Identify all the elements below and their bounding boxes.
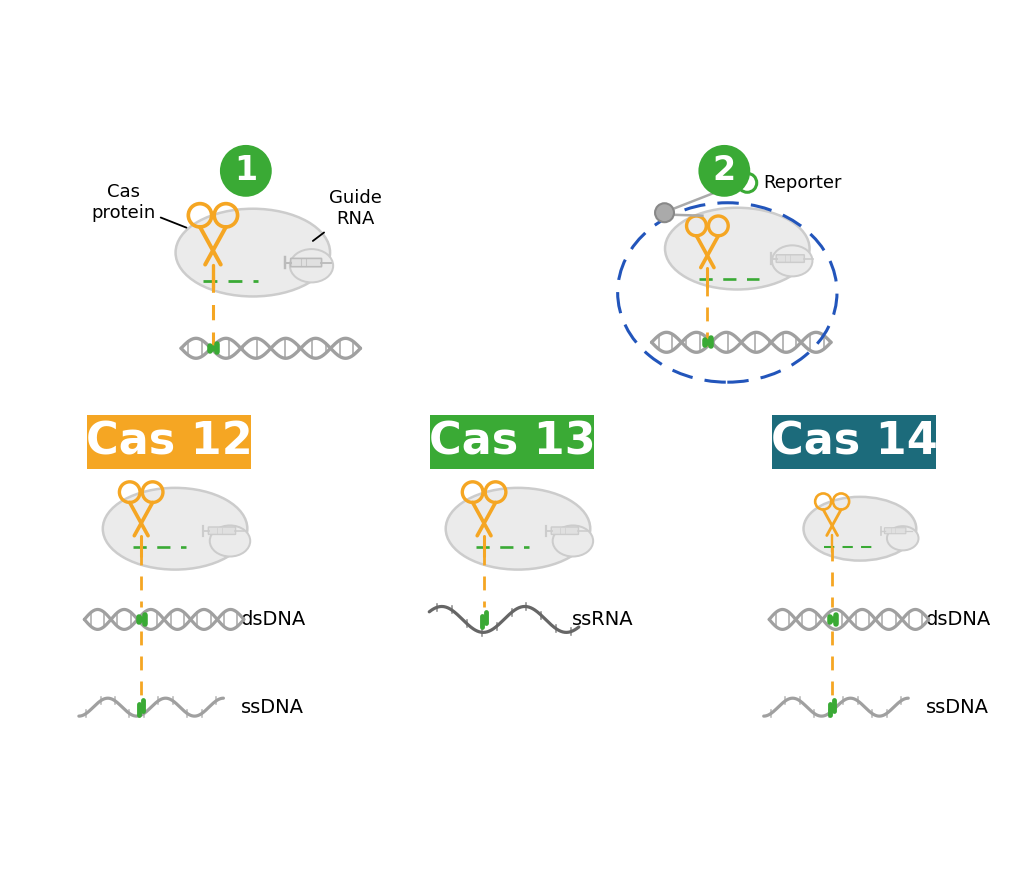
FancyBboxPatch shape <box>430 414 594 469</box>
Ellipse shape <box>772 246 812 276</box>
FancyBboxPatch shape <box>551 527 579 534</box>
Text: Reporter: Reporter <box>763 174 842 192</box>
FancyBboxPatch shape <box>772 414 936 469</box>
Text: 1: 1 <box>234 154 257 187</box>
Circle shape <box>220 145 271 197</box>
Ellipse shape <box>553 525 593 556</box>
Circle shape <box>698 145 751 197</box>
Text: Cas 12: Cas 12 <box>86 421 253 464</box>
FancyBboxPatch shape <box>776 255 804 262</box>
Text: Guide
RNA: Guide RNA <box>313 189 382 241</box>
Text: Cas 13: Cas 13 <box>429 421 595 464</box>
Text: 2: 2 <box>713 154 736 187</box>
FancyBboxPatch shape <box>87 414 251 469</box>
Circle shape <box>737 173 757 193</box>
Text: dsDNA: dsDNA <box>241 610 306 629</box>
FancyBboxPatch shape <box>291 259 322 267</box>
Ellipse shape <box>175 209 330 297</box>
Circle shape <box>655 203 674 222</box>
Ellipse shape <box>102 488 248 569</box>
Text: ssDNA: ssDNA <box>926 698 989 716</box>
Text: Cas 14: Cas 14 <box>770 421 937 464</box>
Text: ssRNA: ssRNA <box>571 610 634 629</box>
FancyBboxPatch shape <box>885 528 906 533</box>
Ellipse shape <box>445 488 590 569</box>
Text: dsDNA: dsDNA <box>926 610 991 629</box>
Ellipse shape <box>804 497 916 561</box>
Ellipse shape <box>887 526 919 550</box>
Ellipse shape <box>210 525 250 556</box>
FancyBboxPatch shape <box>208 527 236 534</box>
Text: Cas
protein: Cas protein <box>91 183 186 228</box>
Ellipse shape <box>665 208 810 290</box>
Ellipse shape <box>290 249 333 282</box>
Text: ssDNA: ssDNA <box>241 698 304 716</box>
